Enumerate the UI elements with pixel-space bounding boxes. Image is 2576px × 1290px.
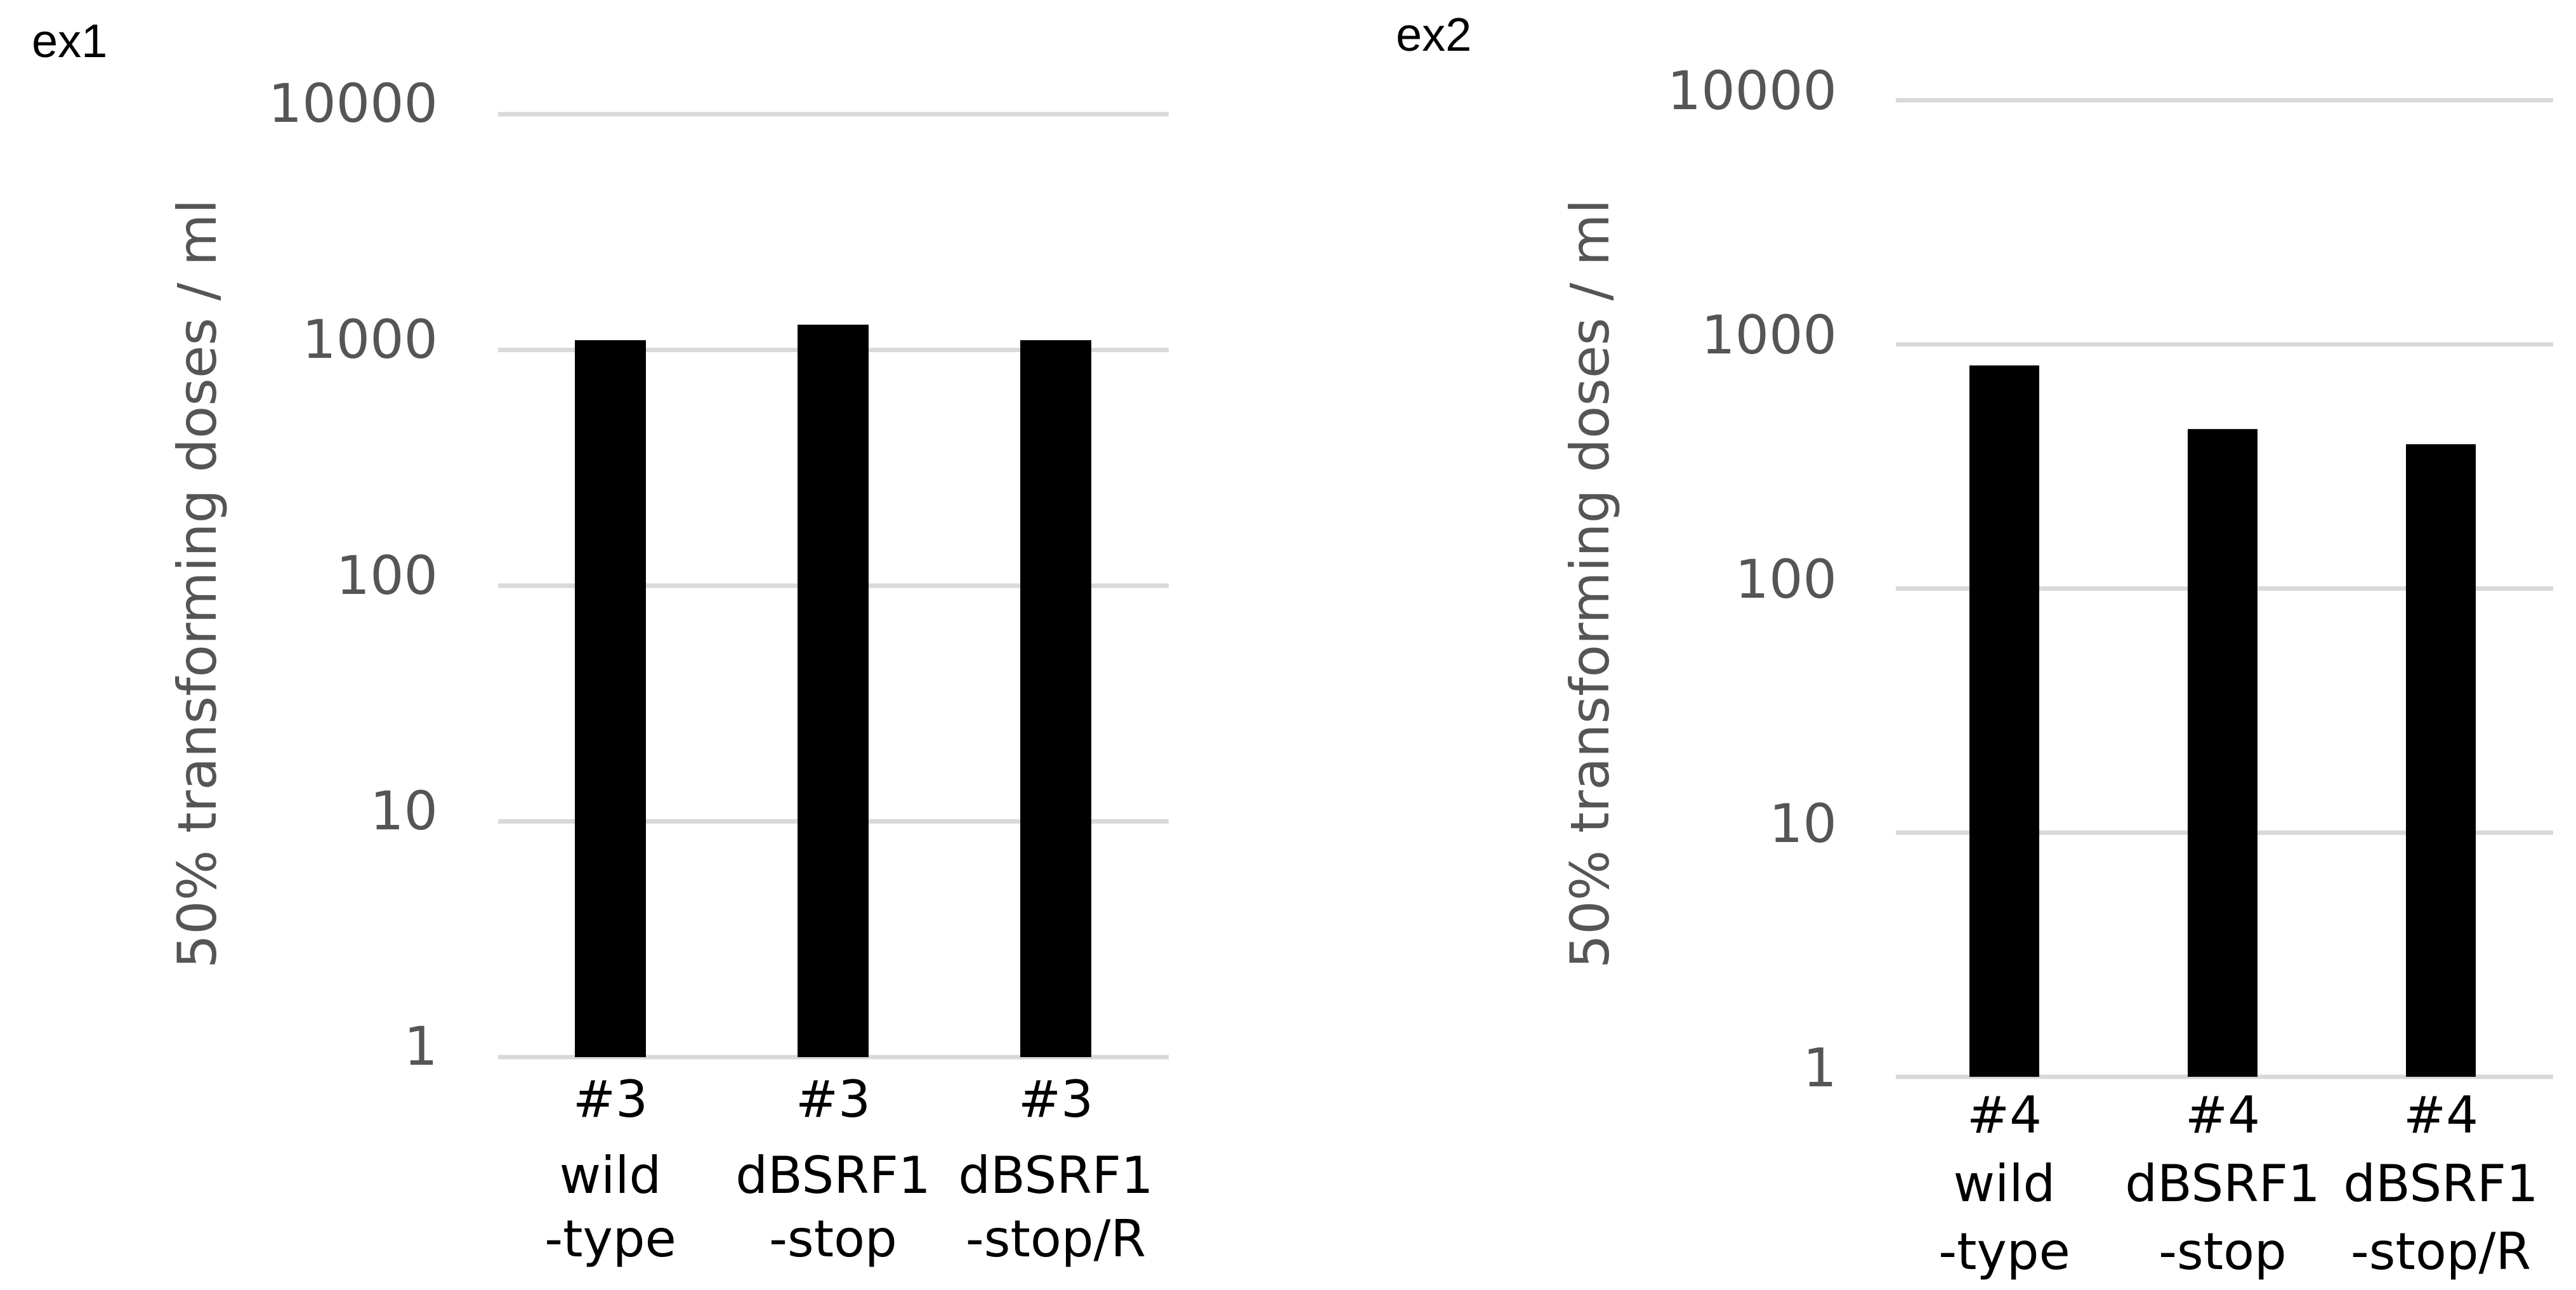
y-tick-label: 1000 [302, 308, 438, 371]
panel-label: ex2 [1396, 8, 1471, 61]
bar [575, 340, 646, 1058]
category-label-line: #3 [796, 1070, 871, 1129]
category-label-line: #4 [2185, 1086, 2260, 1145]
category-label-line: wild [560, 1146, 662, 1205]
category-label-line: wild [1954, 1154, 2056, 1213]
y-axis-label: 50% transforming doses / ml [1559, 199, 1621, 969]
y-tick-label: 100 [1735, 548, 1837, 610]
y-tick-label: 10 [1769, 793, 1837, 855]
category-label-line: -type [1938, 1222, 2070, 1281]
category-label-line: #4 [1967, 1086, 2042, 1145]
bar [1020, 340, 1091, 1058]
category-label-line: dBSRF1 [958, 1146, 1153, 1205]
category-label-line: dBSRF1 [2125, 1154, 2320, 1213]
y-tick-label: 1 [1803, 1037, 1837, 1099]
y-tick-label: 10 [370, 780, 438, 842]
y-tick-label: 1 [404, 1015, 438, 1077]
category-label-line: -stop/R [966, 1209, 1146, 1268]
y-ticks: 10000 1000 100 10 1 [268, 72, 438, 1077]
panel-label: ex1 [32, 15, 107, 67]
category-label-line: -stop [2159, 1222, 2287, 1281]
bar [1969, 365, 2039, 1077]
bar [2188, 429, 2257, 1077]
category-label-line: dBSRF1 [735, 1146, 931, 1205]
category-label-line: #4 [2403, 1086, 2478, 1145]
category-label-line: -type [544, 1209, 676, 1268]
chart-panel-ex2: ex2 50% transforming doses / ml 10000 10… [1396, 8, 2553, 1281]
bar [798, 324, 869, 1057]
y-tick-label: 10000 [268, 72, 438, 135]
y-ticks: 10000 1000 100 10 1 [1667, 60, 1837, 1099]
category-label-line: -stop/R [2351, 1222, 2531, 1281]
y-tick-label: 10000 [1667, 60, 1837, 122]
x-category-labels: #3 wild -type #3 dBSRF1 -stop #3 dBSRF1 … [544, 1070, 1153, 1268]
category-label-line: #3 [573, 1070, 648, 1129]
category-label-line: -stop [769, 1209, 897, 1268]
bars [1969, 365, 2476, 1077]
y-tick-label: 100 [336, 544, 438, 607]
chart-panel-ex1: ex1 50% transforming doses / ml 10000 10… [32, 15, 1169, 1268]
y-tick-label: 1000 [1701, 304, 1837, 366]
category-label-line: dBSRF1 [2343, 1154, 2539, 1213]
y-axis-label: 50% transforming doses / ml [166, 199, 228, 969]
x-category-labels: #4 wild -type #4 dBSRF1 -stop #4 dBSRF1 … [1938, 1086, 2539, 1281]
category-label-line: #3 [1018, 1070, 1093, 1129]
bar [2406, 444, 2476, 1077]
bars [575, 324, 1091, 1058]
